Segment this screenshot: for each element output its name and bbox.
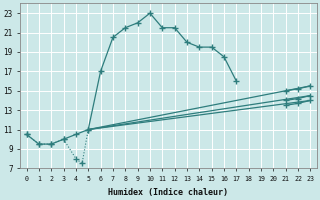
X-axis label: Humidex (Indice chaleur): Humidex (Indice chaleur) bbox=[108, 188, 228, 197]
